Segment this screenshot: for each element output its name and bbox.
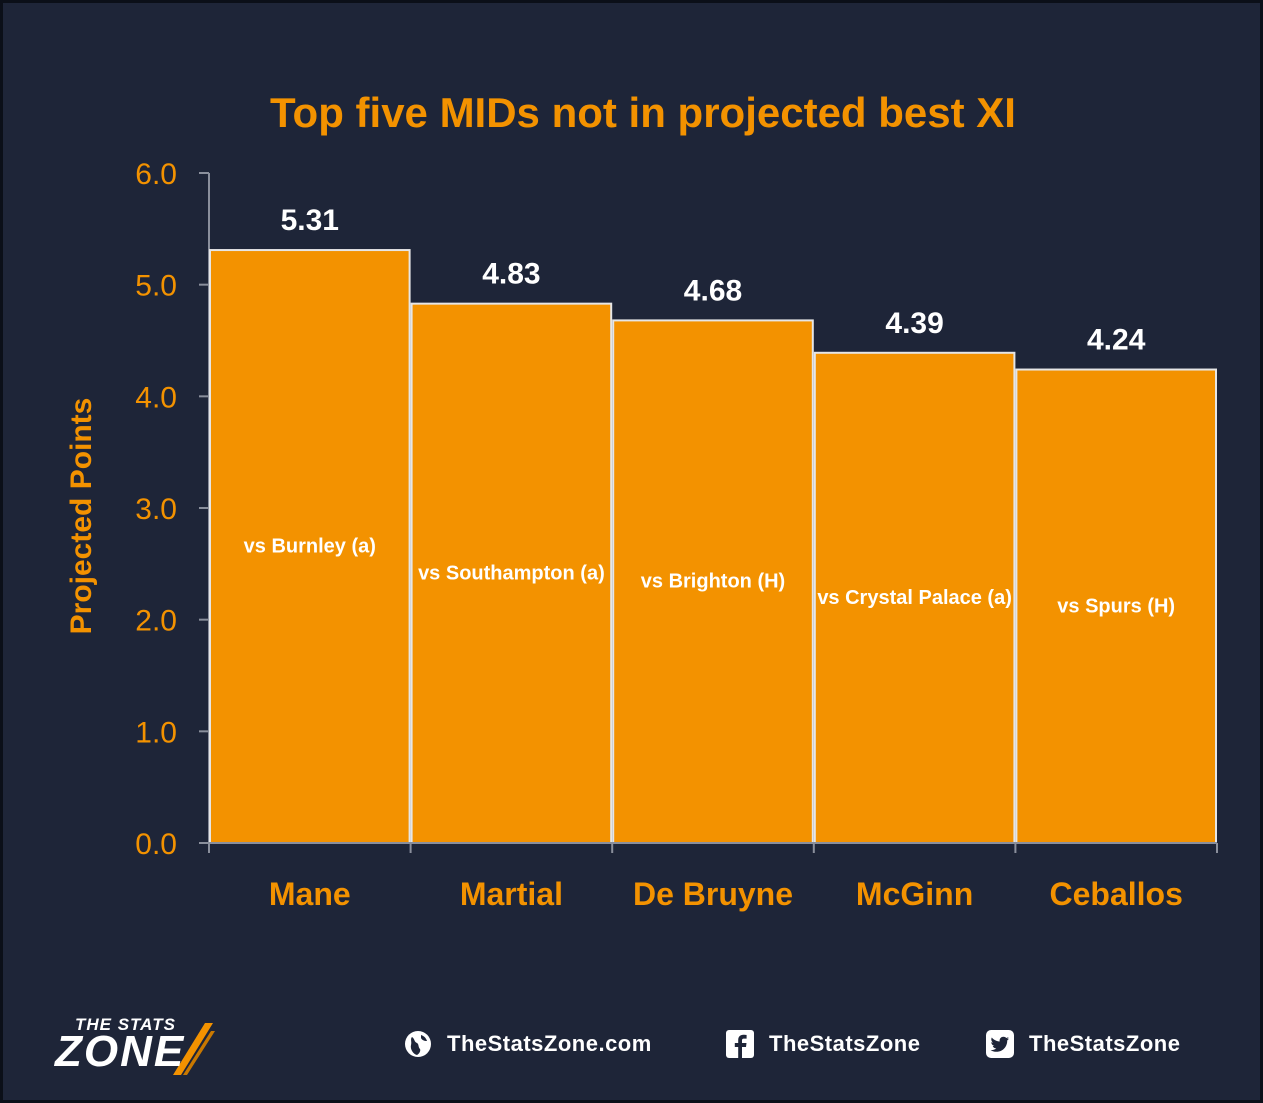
- bar-fixture-label: vs Spurs (H): [1057, 595, 1175, 617]
- bar-value-label: 4.39: [885, 307, 943, 340]
- bar-value-label: 4.68: [684, 274, 742, 307]
- the-stats-zone-logo: THE STATS ZONE: [53, 1011, 283, 1081]
- x-category-label: Mane: [269, 876, 351, 912]
- logo-swoosh-icon: [173, 1023, 215, 1075]
- footer: THE STATS ZONE TheStatsZone.com TheStats…: [3, 1003, 1260, 1093]
- twitter-link[interactable]: TheStatsZone: [985, 1027, 1180, 1061]
- y-tick-label: 6.0: [135, 158, 177, 191]
- bar: [209, 249, 411, 845]
- website-link[interactable]: TheStatsZone.com: [403, 1027, 652, 1061]
- bar-fixture-label: vs Brighton (H): [641, 571, 785, 593]
- website-text: TheStatsZone.com: [447, 1031, 652, 1056]
- bar: [1015, 368, 1218, 844]
- bars: 5.31 vs Burnley (a) 4.83 vs Southampton (a)…: [209, 204, 1218, 845]
- twitter-text: TheStatsZone: [1029, 1031, 1181, 1056]
- bar-value-label: 4.24: [1087, 324, 1146, 357]
- bar: [410, 302, 613, 844]
- twitter-icon: [985, 1029, 1015, 1059]
- y-tick-label: 5.0: [135, 270, 177, 303]
- facebook-icon: [725, 1029, 755, 1059]
- x-category-label: De Bruyne: [633, 876, 793, 912]
- chart-title: Top five MIDs not in projected best XI: [270, 89, 1016, 136]
- y-tick-label: 0.0: [135, 828, 177, 861]
- bar: [813, 351, 1016, 844]
- x-category-label: McGinn: [856, 876, 973, 912]
- bar: [612, 319, 814, 844]
- y-tick-label: 2.0: [135, 605, 177, 638]
- bar-chart: Top five MIDs not in projected best XI P…: [65, 89, 1218, 912]
- y-axis-label: Projected Points: [65, 398, 98, 635]
- y-tick-label: 3.0: [135, 493, 177, 526]
- x-axis: Mane Martial De Bruyne McGinn Ceballos: [208, 842, 1218, 912]
- y-axis: 0.0 1.0 2.0 3.0 4.0 5.0 6.0: [135, 158, 210, 861]
- bar-fixture-label: vs Crystal Palace (a): [817, 587, 1012, 609]
- bar-fixture-label: vs Southampton (a): [418, 562, 605, 584]
- globe-icon: [403, 1029, 433, 1059]
- x-category-label: Ceballos: [1050, 876, 1183, 912]
- x-category-label: Martial: [460, 876, 563, 912]
- logo-main-text: ZONE: [55, 1027, 186, 1076]
- y-tick-label: 1.0: [135, 716, 177, 749]
- logo-top-text: THE STATS: [75, 1015, 176, 1034]
- facebook-text: TheStatsZone: [769, 1031, 921, 1056]
- facebook-link[interactable]: TheStatsZone: [725, 1027, 920, 1061]
- bar-fixture-label: vs Burnley (a): [244, 536, 376, 558]
- y-tick-label: 4.0: [135, 381, 177, 414]
- bar-value-label: 5.31: [281, 204, 339, 237]
- bar-value-label: 4.83: [482, 258, 540, 291]
